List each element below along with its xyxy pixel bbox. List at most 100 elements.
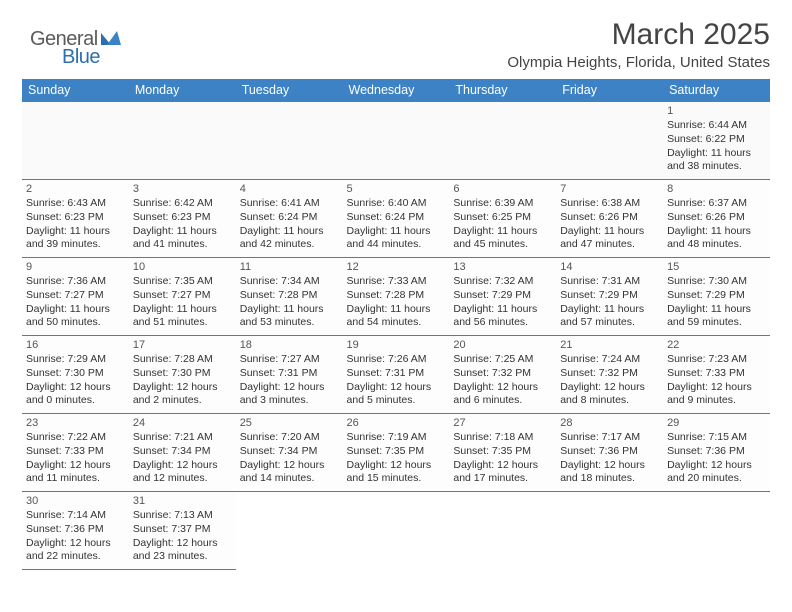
- day-detail: Sunset: 7:36 PM: [667, 445, 766, 459]
- calendar-cell: 18Sunrise: 7:27 AMSunset: 7:31 PMDayligh…: [236, 336, 343, 414]
- day-detail: Daylight: 11 hours: [240, 303, 339, 317]
- logo-text-blue-wrap: Blue: [62, 46, 100, 69]
- day-detail: Sunset: 6:26 PM: [667, 211, 766, 225]
- day-detail: Sunrise: 7:29 AM: [26, 353, 125, 367]
- day-detail: Sunrise: 7:19 AM: [347, 431, 446, 445]
- day-detail: Sunset: 6:23 PM: [133, 211, 232, 225]
- col-monday: Monday: [129, 79, 236, 102]
- day-detail: Daylight: 12 hours: [347, 381, 446, 395]
- day-detail: Sunrise: 6:43 AM: [26, 197, 125, 211]
- day-detail: and 41 minutes.: [133, 238, 232, 252]
- day-detail: Sunrise: 6:44 AM: [667, 119, 766, 133]
- day-detail: and 47 minutes.: [560, 238, 659, 252]
- day-detail: Sunrise: 7:23 AM: [667, 353, 766, 367]
- day-number: 14: [560, 260, 659, 274]
- col-sunday: Sunday: [22, 79, 129, 102]
- day-detail: and 9 minutes.: [667, 394, 766, 408]
- calendar-cell: 26Sunrise: 7:19 AMSunset: 7:35 PMDayligh…: [343, 414, 450, 492]
- day-detail: and 18 minutes.: [560, 472, 659, 486]
- day-detail: and 54 minutes.: [347, 316, 446, 330]
- page-subtitle: Olympia Heights, Florida, United States: [22, 54, 770, 71]
- calendar-cell: [236, 102, 343, 180]
- day-number: 27: [453, 416, 552, 430]
- calendar-cell: 19Sunrise: 7:26 AMSunset: 7:31 PMDayligh…: [343, 336, 450, 414]
- col-tuesday: Tuesday: [236, 79, 343, 102]
- day-number: 4: [240, 182, 339, 196]
- col-thursday: Thursday: [449, 79, 556, 102]
- day-number: 16: [26, 338, 125, 352]
- day-detail: Daylight: 11 hours: [560, 303, 659, 317]
- day-number: 3: [133, 182, 232, 196]
- calendar-row: 23Sunrise: 7:22 AMSunset: 7:33 PMDayligh…: [22, 414, 770, 492]
- day-detail: Sunset: 6:25 PM: [453, 211, 552, 225]
- day-detail: Daylight: 11 hours: [453, 303, 552, 317]
- calendar-row: 2Sunrise: 6:43 AMSunset: 6:23 PMDaylight…: [22, 180, 770, 258]
- day-detail: Sunset: 6:24 PM: [347, 211, 446, 225]
- day-detail: Sunrise: 7:32 AM: [453, 275, 552, 289]
- calendar-table: Sunday Monday Tuesday Wednesday Thursday…: [22, 79, 770, 570]
- day-detail: Sunset: 7:27 PM: [133, 289, 232, 303]
- day-detail: Daylight: 12 hours: [133, 459, 232, 473]
- calendar-cell: 11Sunrise: 7:34 AMSunset: 7:28 PMDayligh…: [236, 258, 343, 336]
- day-number: 30: [26, 494, 125, 508]
- day-detail: Daylight: 12 hours: [347, 459, 446, 473]
- day-number: 23: [26, 416, 125, 430]
- day-detail: Sunset: 7:30 PM: [133, 367, 232, 381]
- day-number: 8: [667, 182, 766, 196]
- calendar-cell: [556, 492, 663, 570]
- day-detail: Daylight: 11 hours: [667, 147, 766, 161]
- day-number: 10: [133, 260, 232, 274]
- day-detail: and 2 minutes.: [133, 394, 232, 408]
- day-detail: and 20 minutes.: [667, 472, 766, 486]
- calendar-cell: 16Sunrise: 7:29 AMSunset: 7:30 PMDayligh…: [22, 336, 129, 414]
- day-detail: Sunset: 7:34 PM: [240, 445, 339, 459]
- calendar-cell: [449, 492, 556, 570]
- day-detail: Sunrise: 6:40 AM: [347, 197, 446, 211]
- calendar-cell: 31Sunrise: 7:13 AMSunset: 7:37 PMDayligh…: [129, 492, 236, 570]
- day-detail: Sunrise: 7:33 AM: [347, 275, 446, 289]
- day-detail: Daylight: 12 hours: [240, 459, 339, 473]
- day-detail: and 3 minutes.: [240, 394, 339, 408]
- day-detail: and 23 minutes.: [133, 550, 232, 564]
- day-detail: Daylight: 11 hours: [453, 225, 552, 239]
- day-detail: Sunset: 7:33 PM: [26, 445, 125, 459]
- day-detail: Sunset: 7:33 PM: [667, 367, 766, 381]
- header: March 2025 Olympia Heights, Florida, Uni…: [22, 18, 770, 71]
- calendar-cell: 5Sunrise: 6:40 AMSunset: 6:24 PMDaylight…: [343, 180, 450, 258]
- day-detail: and 53 minutes.: [240, 316, 339, 330]
- day-detail: Sunrise: 7:17 AM: [560, 431, 659, 445]
- day-number: 15: [667, 260, 766, 274]
- day-number: 19: [347, 338, 446, 352]
- day-detail: and 45 minutes.: [453, 238, 552, 252]
- day-detail: Sunset: 6:24 PM: [240, 211, 339, 225]
- day-detail: Daylight: 11 hours: [26, 225, 125, 239]
- day-detail: and 8 minutes.: [560, 394, 659, 408]
- day-detail: Sunrise: 6:42 AM: [133, 197, 232, 211]
- day-detail: Daylight: 12 hours: [240, 381, 339, 395]
- calendar-cell: [449, 102, 556, 180]
- calendar-row: 9Sunrise: 7:36 AMSunset: 7:27 PMDaylight…: [22, 258, 770, 336]
- day-number: 22: [667, 338, 766, 352]
- calendar-cell: 4Sunrise: 6:41 AMSunset: 6:24 PMDaylight…: [236, 180, 343, 258]
- day-number: 12: [347, 260, 446, 274]
- day-detail: Daylight: 12 hours: [26, 459, 125, 473]
- day-detail: and 50 minutes.: [26, 316, 125, 330]
- calendar-cell: 30Sunrise: 7:14 AMSunset: 7:36 PMDayligh…: [22, 492, 129, 570]
- day-detail: and 14 minutes.: [240, 472, 339, 486]
- day-detail: Daylight: 11 hours: [347, 225, 446, 239]
- day-detail: Sunrise: 7:34 AM: [240, 275, 339, 289]
- day-detail: Sunrise: 6:41 AM: [240, 197, 339, 211]
- day-detail: Sunset: 7:35 PM: [347, 445, 446, 459]
- day-detail: Sunrise: 7:36 AM: [26, 275, 125, 289]
- calendar-row: 30Sunrise: 7:14 AMSunset: 7:36 PMDayligh…: [22, 492, 770, 570]
- day-detail: and 38 minutes.: [667, 160, 766, 174]
- day-number: 7: [560, 182, 659, 196]
- day-detail: Sunrise: 7:14 AM: [26, 509, 125, 523]
- day-number: 6: [453, 182, 552, 196]
- day-detail: and 51 minutes.: [133, 316, 232, 330]
- day-detail: Sunset: 6:22 PM: [667, 133, 766, 147]
- calendar-cell: 9Sunrise: 7:36 AMSunset: 7:27 PMDaylight…: [22, 258, 129, 336]
- calendar-cell: [343, 492, 450, 570]
- day-detail: and 15 minutes.: [347, 472, 446, 486]
- day-detail: Sunset: 6:26 PM: [560, 211, 659, 225]
